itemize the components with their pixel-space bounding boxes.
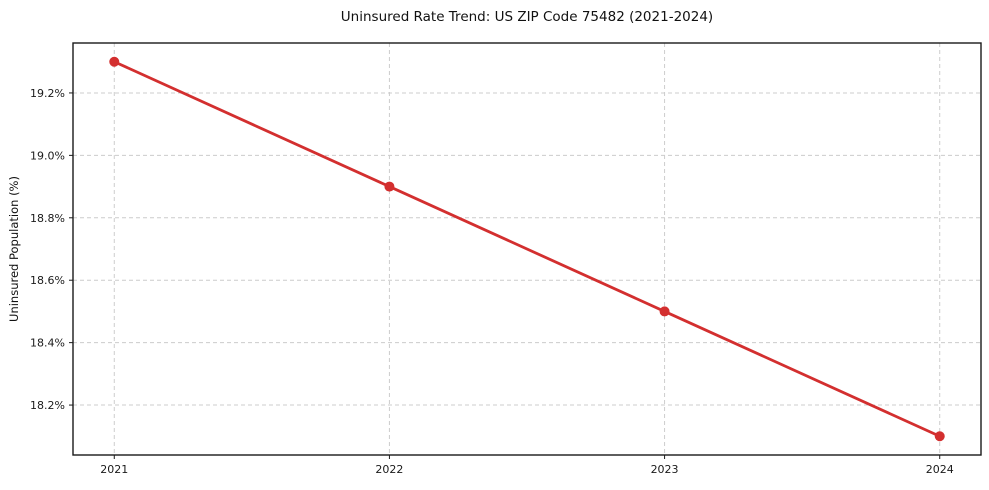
x-tick-label: 2022 [375, 463, 403, 476]
x-tick-label: 2024 [926, 463, 954, 476]
chart-title: Uninsured Rate Trend: US ZIP Code 75482 … [340, 9, 714, 25]
data-point-marker [384, 181, 395, 192]
x-tick-label: 2023 [651, 463, 679, 476]
data-point-marker [109, 56, 120, 67]
y-tick-label: 19.2% [30, 87, 65, 100]
plot-border [72, 42, 982, 456]
y-tick-label: 18.8% [30, 212, 65, 225]
y-tick-label: 18.6% [30, 274, 65, 287]
x-tick-label: 2021 [100, 463, 128, 476]
data-point-marker [659, 306, 670, 317]
y-tick-label: 19.0% [30, 149, 65, 162]
y-tick-label: 18.2% [30, 399, 65, 412]
data-point-marker [934, 431, 945, 442]
y-tick-label: 18.4% [30, 337, 65, 350]
trend-line [112, 60, 942, 438]
